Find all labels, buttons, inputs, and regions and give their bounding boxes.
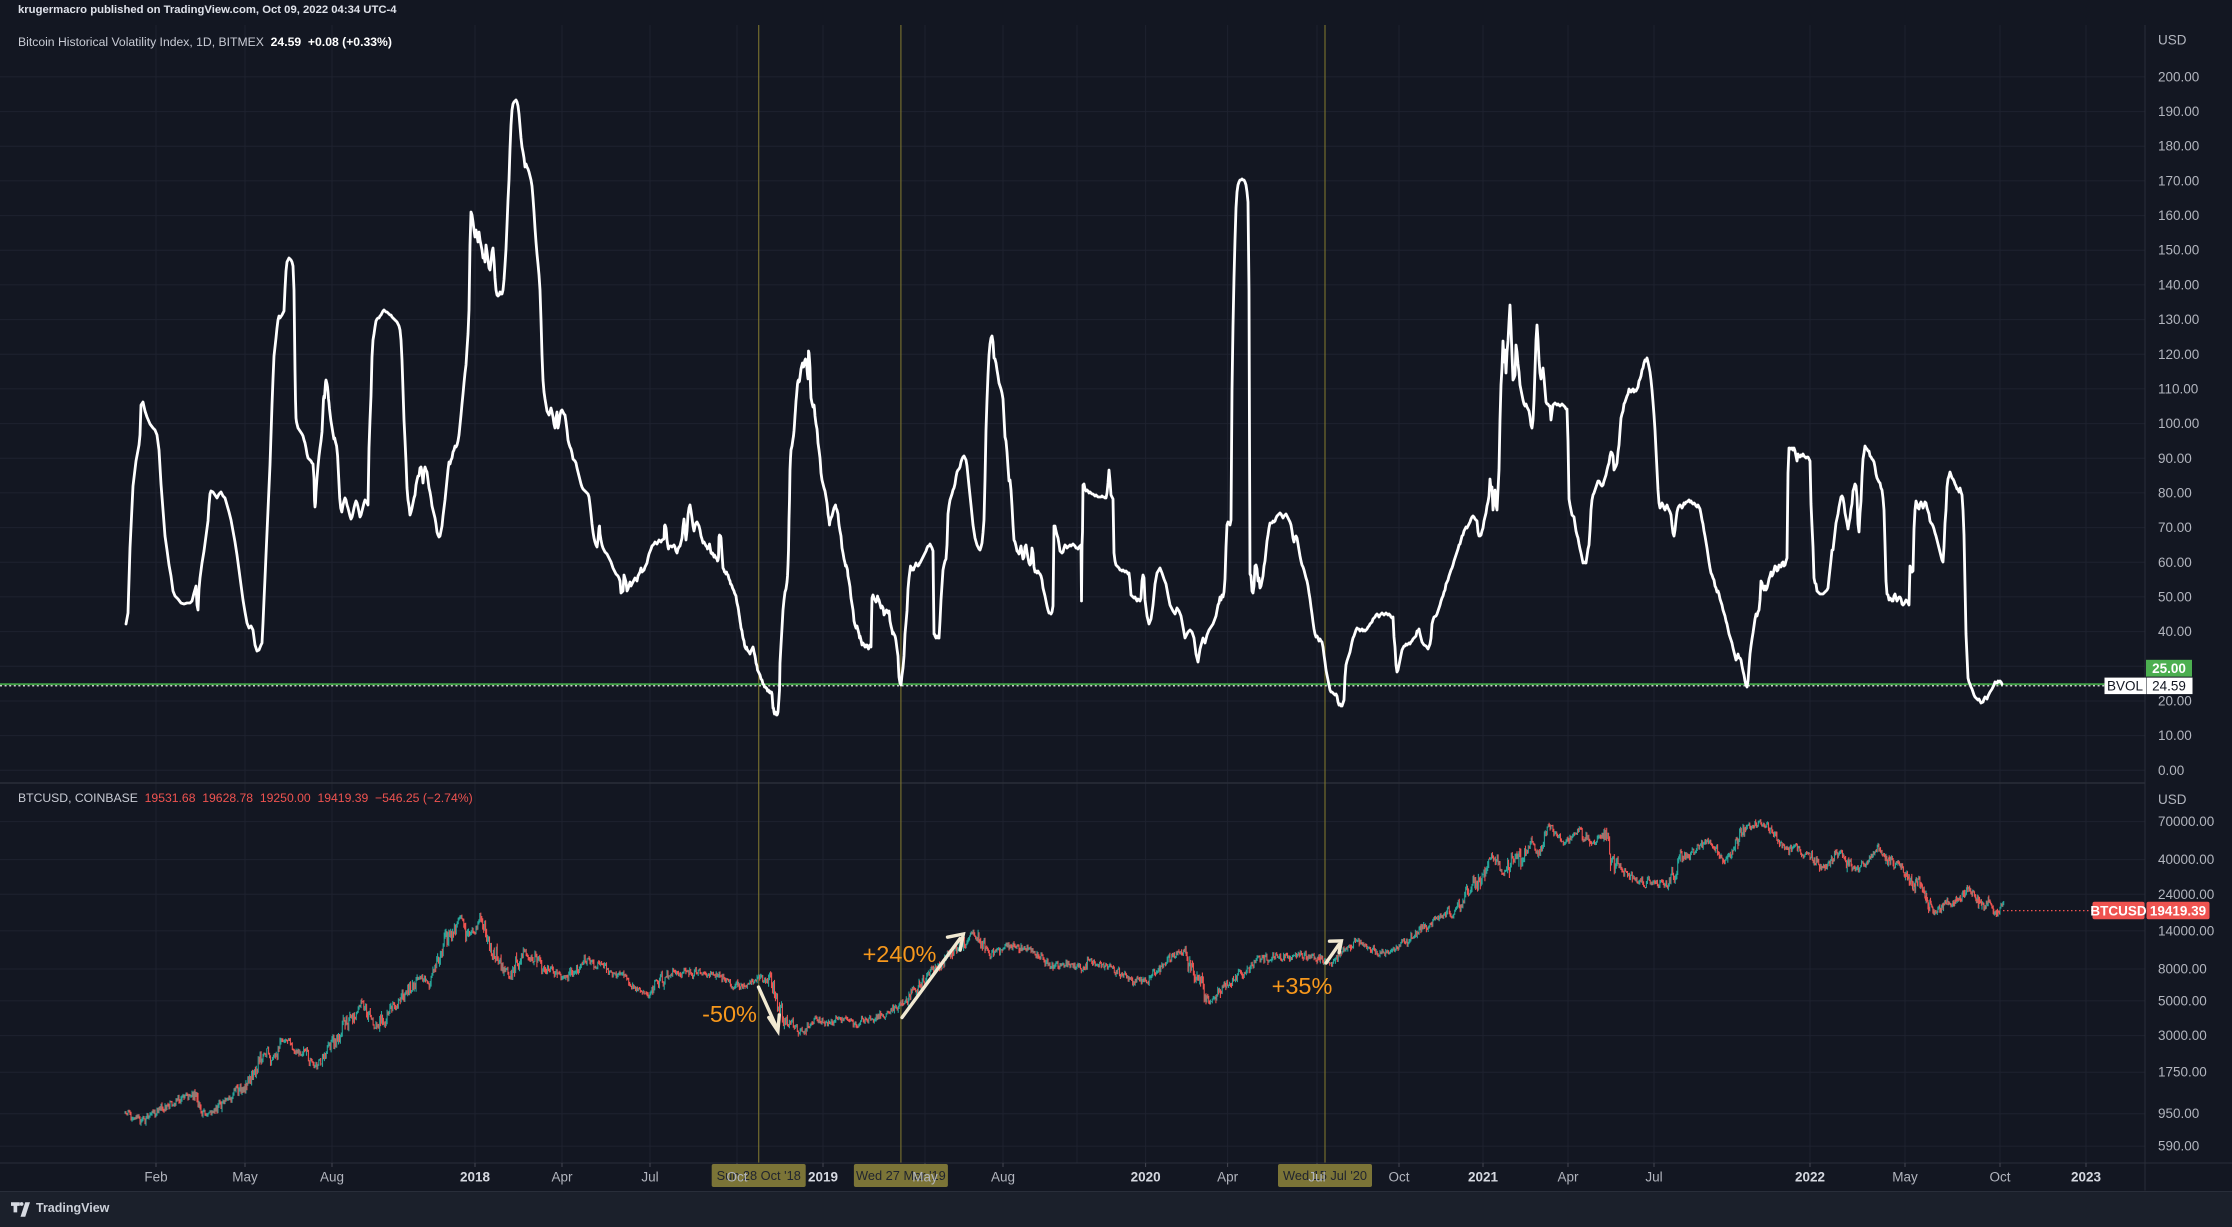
svg-text:+240%: +240% xyxy=(863,941,937,967)
svg-text:2018: 2018 xyxy=(460,1170,491,1185)
svg-text:Apr: Apr xyxy=(1217,1170,1239,1185)
svg-text:USD: USD xyxy=(2158,792,2187,807)
svg-text:Jul: Jul xyxy=(1645,1170,1662,1185)
svg-text:70000.00: 70000.00 xyxy=(2158,814,2214,829)
svg-text:Aug: Aug xyxy=(320,1170,344,1185)
svg-text:110.00: 110.00 xyxy=(2158,381,2198,396)
svg-text:180.00: 180.00 xyxy=(2158,139,2199,154)
svg-text:90.00: 90.00 xyxy=(2158,451,2192,466)
svg-text:Wed 27 Mar '19: Wed 27 Mar '19 xyxy=(856,1168,946,1183)
svg-text:2022: 2022 xyxy=(1795,1170,1825,1185)
svg-text:0.00: 0.00 xyxy=(2158,763,2184,778)
svg-text:100.00: 100.00 xyxy=(2158,416,2199,431)
svg-text:Feb: Feb xyxy=(144,1170,167,1185)
svg-text:80.00: 80.00 xyxy=(2158,485,2192,500)
svg-text:24000.00: 24000.00 xyxy=(2158,887,2214,902)
svg-text:Jul: Jul xyxy=(1308,1170,1325,1185)
svg-text:USD: USD xyxy=(2158,33,2187,48)
svg-text:May: May xyxy=(1892,1170,1918,1185)
svg-text:190.00: 190.00 xyxy=(2158,104,2199,119)
svg-text:160.00: 160.00 xyxy=(2158,208,2199,223)
svg-text:Wed 15 Jul '20: Wed 15 Jul '20 xyxy=(1283,1168,1367,1183)
svg-text:590.00: 590.00 xyxy=(2158,1139,2199,1154)
svg-text:120.00: 120.00 xyxy=(2158,347,2199,362)
svg-text:Aug: Aug xyxy=(991,1170,1015,1185)
svg-text:24.59: 24.59 xyxy=(2152,678,2186,693)
svg-text:950.00: 950.00 xyxy=(2158,1106,2199,1121)
svg-text:10.00: 10.00 xyxy=(2158,728,2192,743)
svg-text:14000.00: 14000.00 xyxy=(2158,923,2214,938)
svg-text:3000.00: 3000.00 xyxy=(2158,1028,2207,1043)
svg-text:170.00: 170.00 xyxy=(2158,173,2199,188)
svg-text:19419.39: 19419.39 xyxy=(2150,903,2206,918)
svg-text:Oct: Oct xyxy=(1989,1170,2010,1185)
svg-text:-50%: -50% xyxy=(702,1001,757,1027)
svg-text:Oct: Oct xyxy=(726,1170,747,1185)
svg-text:Oct: Oct xyxy=(1388,1170,1409,1185)
svg-text:60.00: 60.00 xyxy=(2158,555,2192,570)
svg-text:Sun 28 Oct '18: Sun 28 Oct '18 xyxy=(717,1168,801,1183)
svg-text:Apr: Apr xyxy=(1557,1170,1579,1185)
svg-text:40.00: 40.00 xyxy=(2158,624,2192,639)
svg-text:200.00: 200.00 xyxy=(2158,69,2199,84)
svg-text:1750.00: 1750.00 xyxy=(2158,1065,2207,1080)
svg-text:2023: 2023 xyxy=(2071,1170,2102,1185)
svg-text:2019: 2019 xyxy=(808,1170,838,1185)
svg-text:+35%: +35% xyxy=(1272,973,1333,999)
svg-text:25.00: 25.00 xyxy=(2152,661,2186,676)
svg-text:50.00: 50.00 xyxy=(2158,589,2192,604)
svg-text:8000.00: 8000.00 xyxy=(2158,962,2207,977)
svg-text:Jul: Jul xyxy=(641,1170,658,1185)
svg-text:70.00: 70.00 xyxy=(2158,520,2192,535)
svg-text:2020: 2020 xyxy=(1131,1170,1161,1185)
svg-text:150.00: 150.00 xyxy=(2158,243,2199,258)
svg-text:BTCUSD: BTCUSD xyxy=(2090,903,2146,918)
svg-text:May: May xyxy=(912,1170,938,1185)
svg-text:2021: 2021 xyxy=(1468,1170,1499,1185)
svg-text:130.00: 130.00 xyxy=(2158,312,2199,327)
svg-text:40000.00: 40000.00 xyxy=(2158,852,2214,867)
svg-text:5000.00: 5000.00 xyxy=(2158,993,2207,1008)
svg-text:May: May xyxy=(232,1170,258,1185)
svg-text:BVOL: BVOL xyxy=(2107,678,2144,693)
svg-text:Apr: Apr xyxy=(551,1170,573,1185)
svg-text:20.00: 20.00 xyxy=(2158,694,2192,709)
svg-text:140.00: 140.00 xyxy=(2158,277,2199,292)
